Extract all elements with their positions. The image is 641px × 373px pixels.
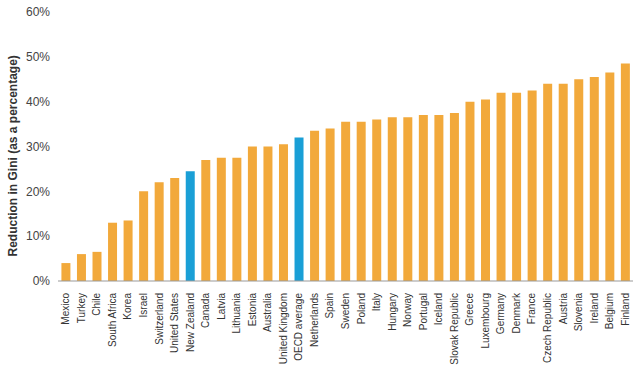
svg-text:Turkey: Turkey <box>76 293 87 323</box>
svg-text:Reduction in Gini (as a percen: Reduction in Gini (as a percentage) <box>8 55 20 256</box>
svg-text:South Africa: South Africa <box>107 293 118 347</box>
svg-text:United Kingdom: United Kingdom <box>278 293 289 364</box>
svg-text:Finland: Finland <box>620 293 631 326</box>
svg-text:Portugal: Portugal <box>418 293 429 330</box>
svg-text:Israel: Israel <box>138 293 149 317</box>
svg-text:Poland: Poland <box>356 293 367 324</box>
svg-text:Estonia: Estonia <box>247 293 258 327</box>
svg-text:10%: 10% <box>26 229 50 243</box>
svg-text:Slovenia: Slovenia <box>573 293 584 332</box>
svg-text:Australia: Australia <box>262 293 273 332</box>
svg-text:50%: 50% <box>26 50 50 64</box>
svg-text:Lithuania: Lithuania <box>231 293 242 334</box>
svg-text:Luxembourg: Luxembourg <box>480 293 491 349</box>
svg-text:Germany: Germany <box>495 293 506 334</box>
svg-text:Canada: Canada <box>200 293 211 328</box>
svg-text:20%: 20% <box>26 185 50 199</box>
svg-text:Chile: Chile <box>91 293 102 316</box>
svg-text:Switzerland: Switzerland <box>154 293 165 345</box>
svg-text:United States: United States <box>169 293 180 353</box>
svg-text:60%: 60% <box>26 5 50 19</box>
svg-text:Spain: Spain <box>324 293 335 319</box>
svg-text:30%: 30% <box>26 140 50 154</box>
svg-text:Greece: Greece <box>464 293 475 326</box>
svg-text:OECD average: OECD average <box>293 293 304 361</box>
svg-text:New Zealand: New Zealand <box>185 293 196 352</box>
svg-text:Norway: Norway <box>402 293 413 327</box>
svg-text:40%: 40% <box>26 95 50 109</box>
svg-text:Iceland: Iceland <box>433 293 444 325</box>
svg-text:Latvia: Latvia <box>216 293 227 320</box>
svg-text:Austria: Austria <box>558 293 569 325</box>
svg-text:Italy: Italy <box>371 293 382 311</box>
svg-text:Mexico: Mexico <box>60 293 71 325</box>
svg-text:France: France <box>526 293 537 325</box>
svg-text:Ireland: Ireland <box>589 293 600 324</box>
svg-text:Hungary: Hungary <box>387 293 398 331</box>
svg-text:Korea: Korea <box>122 293 133 320</box>
svg-text:Slovak Republic: Slovak Republic <box>449 293 460 365</box>
svg-text:0%: 0% <box>33 274 51 288</box>
svg-text:Netherlands: Netherlands <box>309 293 320 347</box>
svg-text:Czech Republic: Czech Republic <box>542 293 553 363</box>
svg-text:Belgium: Belgium <box>604 293 615 329</box>
svg-text:Sweden: Sweden <box>340 293 351 329</box>
svg-text:Denmark: Denmark <box>511 292 522 334</box>
